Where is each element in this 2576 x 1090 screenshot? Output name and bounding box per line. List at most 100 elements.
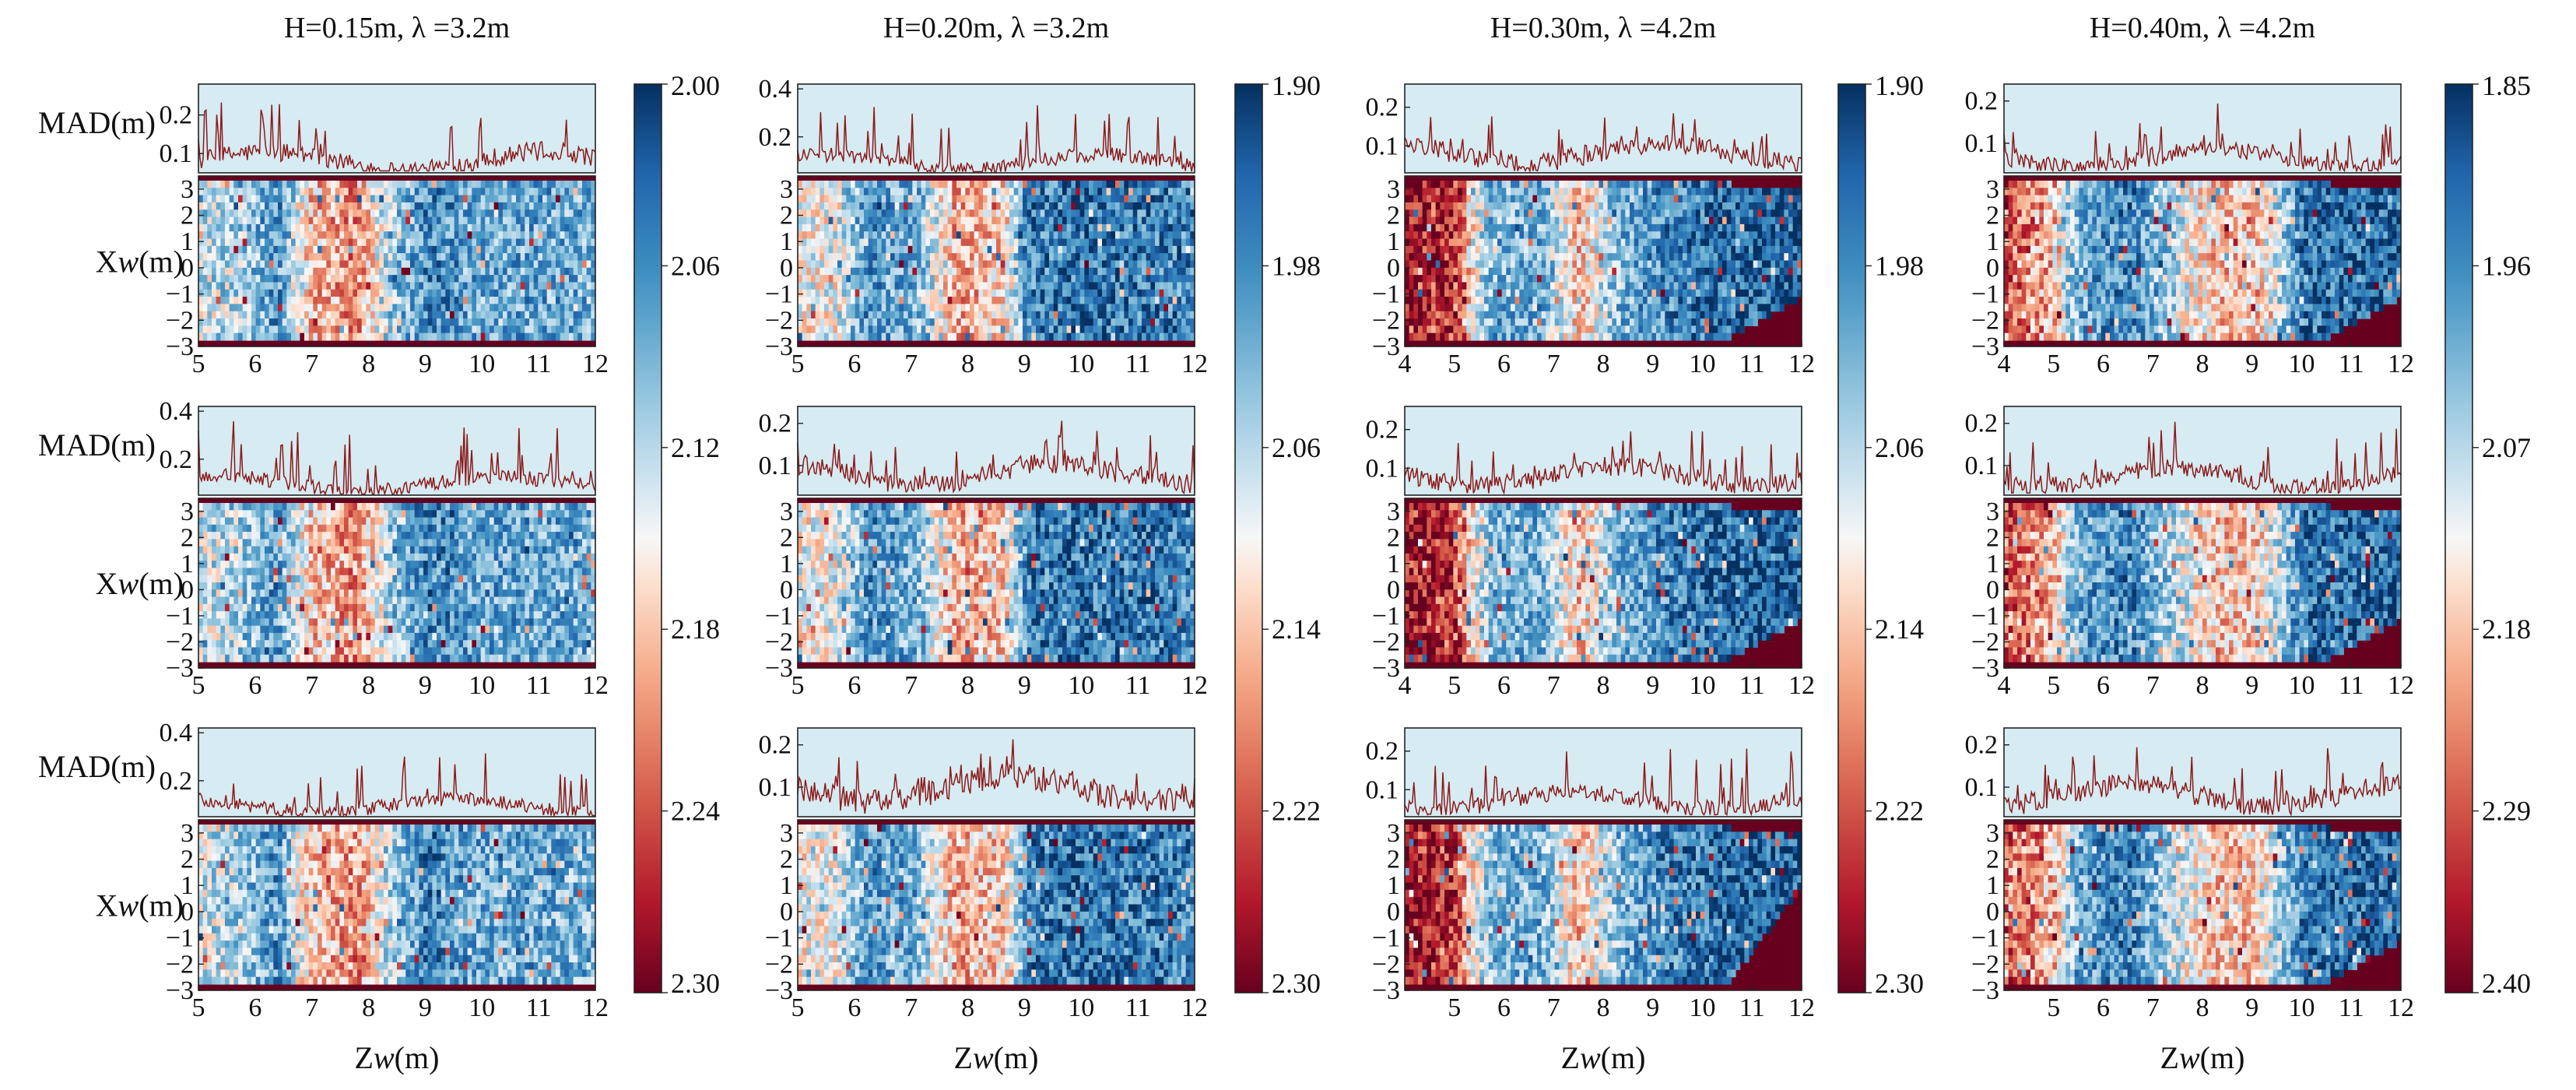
xw-tick-label-c4-r2-6: −3 [1971,654,1999,683]
xw-tick-label-c4-r3-1: 2 [1986,846,1999,874]
xw-tick-label-c3-r3-3: 0 [1387,898,1400,926]
xw-tick-label-c2-r1-0: 3 [780,175,793,204]
xw-tick-label-c4-r3-2: 1 [1986,871,1999,900]
xw-tick-label-c1-r1-6: −3 [166,332,194,361]
xw-tick-label-c4-r1-4: −1 [1971,280,1999,309]
zw-tick-label-c3-r1-4: 8 [1597,350,1610,378]
zw-tick-label-c4-r1-4: 8 [2196,350,2209,378]
heatmap-cells-c2-r1 [798,181,1195,341]
zw-tick-label-c4-r2-0: 4 [1998,671,2011,700]
zw-tick-label-c2-r2-6: 11 [1125,671,1151,700]
mad-tick-label-c3-r3-1: 0.1 [1366,775,1399,804]
zw-tick-label-c4-r2-5: 9 [2245,671,2258,700]
heatmap-cells-c4-r3 [2004,825,2402,985]
zw-axis-label-4: Zw(m) [2160,1040,2245,1075]
zw-tick-label-c1-r1-5: 10 [469,350,495,378]
xw-tick-label-c1-r1-1: 2 [181,202,194,230]
xw-tick-label-c1-r3-5: −2 [166,950,194,979]
zw-tick-label-c3-r3-0: 5 [1448,993,1461,1022]
mad-tick-label-c1-r3-1: 0.2 [160,767,193,796]
colorbar-tick-label-4-0: 1.85 [2482,70,2531,101]
zw-tick-label-c2-r3-7: 12 [1181,993,1208,1022]
zw-tick-label-c2-r1-6: 11 [1125,350,1151,378]
zw-tick-label-c1-r3-2: 7 [305,993,318,1022]
xw-tick-label-c1-r2-6: −3 [166,654,194,683]
zw-tick-label-c3-r3-1: 6 [1497,993,1511,1022]
colorbar-tick-label-3-0: 1.90 [1875,70,1924,101]
xw-tick-label-c1-r1-4: −1 [166,280,194,309]
colorbar-tick-label-3-4: 2.22 [1875,796,1924,827]
mad-tick-label-c4-r2-1: 0.1 [1965,452,1999,480]
zw-tick-label-c2-r1-2: 7 [904,350,918,378]
xw-tick-label-c2-r1-3: 0 [780,254,793,283]
xw-tick-label-c1-r2-1: 2 [181,523,194,552]
colorbar-tick-label-4-1: 1.96 [2482,250,2531,281]
colorbar-4 [2445,84,2472,993]
xw-tick-label-c4-r3-5: −2 [1971,950,1999,979]
zw-axis-label-1: Zw(m) [355,1040,440,1075]
zw-tick-label-c2-r1-5: 10 [1068,350,1094,378]
xw-tick-label-c1-r2-0: 3 [181,498,194,526]
xw-tick-label-c4-r2-3: 0 [1986,575,1999,604]
zw-tick-label-c1-r3-0: 5 [192,993,205,1022]
xw-tick-label-c1-r2-5: −2 [166,628,194,656]
xw-tick-label-c1-r2-4: −1 [166,602,194,631]
colorbar-tick-label-3-2: 2.06 [1875,432,1924,463]
xw-tick-label-c3-r2-2: 1 [1387,550,1400,578]
zw-tick-label-c2-r3-4: 9 [1018,993,1031,1022]
mad-tick-label-c4-r2-0: 0.2 [1965,410,1999,438]
xw-tick-label-c1-r3-1: 2 [181,846,194,874]
zw-axis-label-3: Zw(m) [1561,1040,1646,1075]
mad-tick-label-c2-r3-1: 0.1 [759,773,792,802]
mad-tick-label-c1-r1-0: 0.2 [160,101,193,130]
zw-tick-label-c4-r1-7: 11 [2339,350,2364,378]
mad-tick-label-c3-r1-1: 0.1 [1366,132,1399,160]
mad-axis-label-r1: MAD(m) [38,105,156,140]
zw-tick-label-c4-r3-1: 6 [2097,993,2110,1022]
zw-tick-label-c3-r3-4: 9 [1646,993,1659,1022]
zw-tick-label-c1-r3-1: 6 [248,993,261,1022]
mad-panel-c1-r2 [198,406,595,495]
zw-tick-label-c3-r2-3: 7 [1547,671,1560,700]
xw-tick-label-c2-r3-1: 2 [780,846,793,874]
mad-tick-label-c1-r3-0: 0.4 [160,719,193,747]
zw-tick-label-c2-r2-1: 6 [848,671,861,700]
zw-tick-label-c2-r3-5: 10 [1068,993,1094,1022]
mad-tick-label-c2-r1-0: 0.4 [759,75,792,104]
heatmap-cells-c1-r1 [198,181,596,341]
column-title-2: H=0.20m, λ =3.2m [883,12,1109,44]
zw-tick-label-c3-r2-1: 5 [1448,671,1461,700]
zw-tick-label-c2-r3-3: 8 [961,993,974,1022]
xw-tick-label-c3-r3-0: 3 [1387,819,1400,848]
heatmap-cells-c4-r2 [2004,503,2402,663]
zw-tick-label-c1-r1-2: 7 [305,350,318,378]
zw-tick-label-c4-r2-4: 8 [2196,671,2209,700]
zw-tick-label-c3-r3-7: 12 [1788,993,1815,1022]
xw-tick-label-c2-r2-2: 1 [780,550,793,578]
xw-tick-label-c4-r2-1: 2 [1986,523,1999,552]
zw-tick-label-c3-r3-5: 10 [1690,993,1716,1022]
zw-tick-label-c3-r1-2: 6 [1497,350,1511,378]
xw-tick-label-c4-r1-0: 3 [1986,175,1999,204]
xw-tick-label-c4-r2-2: 1 [1986,550,1999,578]
xw-tick-label-c2-r1-6: −3 [765,332,793,361]
zw-tick-label-c2-r2-7: 12 [1181,671,1208,700]
zw-tick-label-c4-r1-5: 9 [2245,350,2258,378]
xw-tick-label-c4-r2-4: −1 [1971,602,1999,631]
mad-tick-label-c2-r3-0: 0.2 [759,731,792,760]
xw-tick-label-c4-r3-3: 0 [1986,898,1999,926]
zw-tick-label-c4-r3-0: 5 [2047,993,2060,1022]
colorbar-tick-label-2-1: 1.98 [1272,250,1321,281]
zw-tick-label-c2-r2-4: 9 [1018,671,1031,700]
zw-tick-label-c2-r1-7: 12 [1181,350,1208,378]
xw-tick-label-c4-r1-3: 0 [1986,254,1999,283]
colorbar-tick-label-2-3: 2.14 [1272,614,1321,645]
zw-tick-label-c1-r3-3: 8 [362,993,375,1022]
xw-tick-label-c4-r3-6: −3 [1971,976,1999,1005]
mad-panel-c1-r1 [198,84,595,173]
heatmap-cells-c3-r2 [1405,503,1802,663]
zw-tick-label-c3-r2-6: 10 [1690,671,1716,700]
zw-tick-label-c1-r2-0: 5 [192,671,205,700]
colorbar-tick-label-3-5: 2.30 [1875,968,1924,999]
xw-tick-label-c2-r2-5: −2 [765,628,793,656]
